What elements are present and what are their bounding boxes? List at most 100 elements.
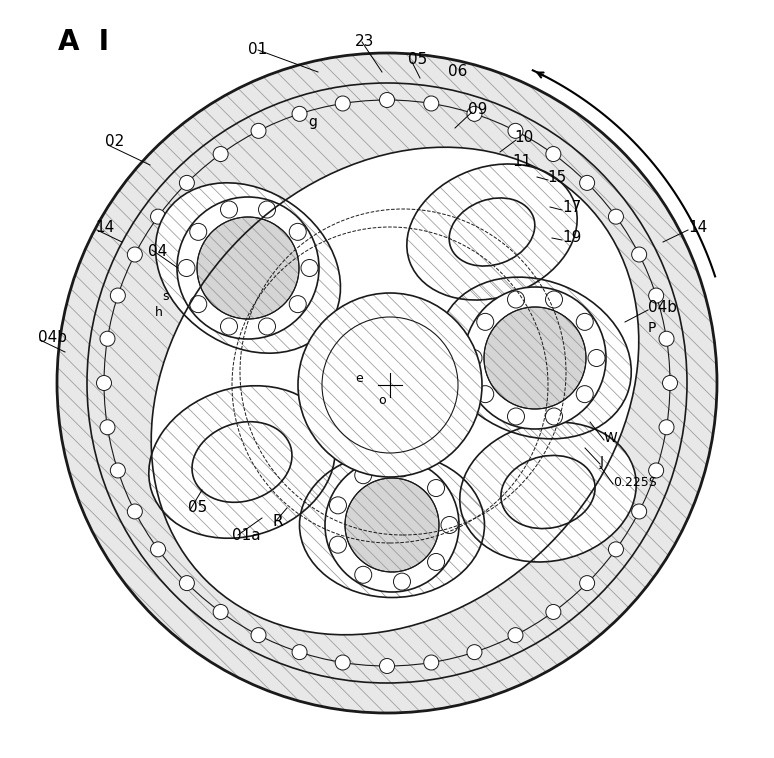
Text: 06: 06 (448, 64, 467, 80)
Circle shape (354, 566, 372, 584)
Circle shape (508, 408, 525, 425)
Circle shape (379, 659, 395, 674)
Circle shape (464, 287, 606, 429)
Circle shape (289, 224, 307, 240)
Circle shape (508, 291, 525, 308)
Circle shape (546, 408, 563, 425)
Text: 04b: 04b (648, 300, 677, 315)
Text: 11: 11 (512, 155, 531, 170)
Text: J: J (600, 455, 604, 469)
Text: 17: 17 (562, 201, 581, 215)
Circle shape (213, 604, 228, 619)
Ellipse shape (149, 386, 335, 538)
Circle shape (546, 146, 561, 161)
Ellipse shape (151, 147, 639, 634)
Text: 05: 05 (408, 52, 427, 67)
Circle shape (580, 175, 594, 190)
Ellipse shape (300, 453, 485, 597)
Circle shape (289, 296, 307, 312)
Circle shape (508, 124, 523, 139)
Text: 15: 15 (547, 171, 567, 186)
Circle shape (292, 644, 307, 659)
Ellipse shape (156, 183, 341, 353)
Circle shape (177, 197, 319, 339)
Text: P: P (648, 321, 656, 335)
Circle shape (424, 96, 439, 111)
Circle shape (379, 92, 395, 108)
Circle shape (190, 296, 207, 312)
Circle shape (393, 460, 410, 477)
Circle shape (292, 106, 307, 121)
Circle shape (251, 628, 266, 643)
Circle shape (659, 420, 674, 435)
Ellipse shape (192, 421, 292, 503)
Circle shape (588, 349, 605, 367)
Circle shape (111, 288, 125, 303)
Circle shape (354, 467, 372, 484)
Circle shape (111, 463, 125, 478)
Circle shape (251, 124, 266, 139)
Circle shape (100, 331, 115, 346)
Circle shape (427, 553, 444, 571)
Circle shape (508, 628, 523, 643)
Circle shape (477, 313, 494, 330)
Text: o: o (378, 393, 385, 406)
Text: 14: 14 (688, 221, 707, 236)
Text: 0.225S: 0.225S (613, 475, 657, 488)
Circle shape (577, 386, 593, 402)
Text: 01a: 01a (232, 528, 261, 543)
Circle shape (151, 542, 166, 557)
Text: 10: 10 (514, 130, 533, 146)
Text: 23: 23 (355, 35, 375, 49)
Text: R: R (272, 515, 283, 530)
Circle shape (301, 259, 318, 277)
Circle shape (632, 247, 646, 262)
Text: h: h (155, 305, 163, 318)
Circle shape (197, 217, 299, 319)
Ellipse shape (460, 422, 636, 562)
Circle shape (484, 307, 586, 409)
Circle shape (259, 318, 276, 335)
Circle shape (467, 644, 482, 659)
Circle shape (180, 175, 194, 190)
Circle shape (632, 504, 646, 519)
Circle shape (97, 375, 111, 390)
Text: g: g (308, 115, 317, 129)
Text: 04: 04 (148, 245, 167, 259)
Circle shape (477, 386, 494, 402)
Text: s: s (162, 290, 169, 302)
Circle shape (128, 504, 142, 519)
Circle shape (190, 224, 207, 240)
Circle shape (178, 259, 195, 277)
Text: 19: 19 (562, 230, 581, 246)
Circle shape (330, 496, 347, 514)
Circle shape (546, 291, 563, 308)
Circle shape (441, 516, 458, 534)
Text: e: e (355, 371, 363, 384)
Circle shape (649, 288, 663, 303)
Circle shape (221, 318, 238, 335)
Circle shape (128, 247, 142, 262)
Circle shape (259, 201, 276, 218)
Text: 01: 01 (248, 42, 267, 58)
Text: 09: 09 (468, 102, 488, 117)
Text: 14: 14 (95, 221, 115, 236)
Circle shape (608, 542, 623, 557)
Circle shape (659, 331, 674, 346)
Circle shape (330, 536, 347, 553)
Circle shape (393, 573, 410, 590)
Circle shape (57, 53, 717, 713)
Circle shape (335, 655, 350, 670)
Ellipse shape (407, 164, 577, 300)
Ellipse shape (449, 198, 535, 266)
Circle shape (663, 375, 677, 390)
Circle shape (298, 293, 482, 477)
Circle shape (424, 655, 439, 670)
Text: A  I: A I (58, 28, 109, 56)
Circle shape (649, 463, 663, 478)
Text: 02: 02 (105, 134, 125, 149)
Circle shape (546, 604, 561, 619)
Text: W: W (604, 431, 618, 445)
Circle shape (325, 458, 459, 592)
Circle shape (151, 209, 166, 224)
